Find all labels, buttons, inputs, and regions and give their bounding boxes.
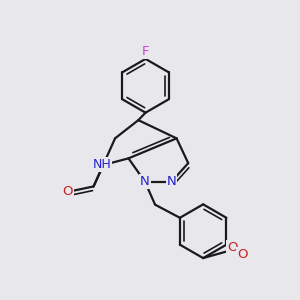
- Text: F: F: [142, 45, 149, 58]
- Text: O: O: [63, 185, 73, 198]
- Text: O: O: [237, 248, 248, 261]
- Text: O: O: [227, 241, 237, 254]
- Text: N: N: [167, 175, 176, 188]
- Text: N: N: [140, 175, 150, 188]
- Text: NH: NH: [92, 158, 111, 171]
